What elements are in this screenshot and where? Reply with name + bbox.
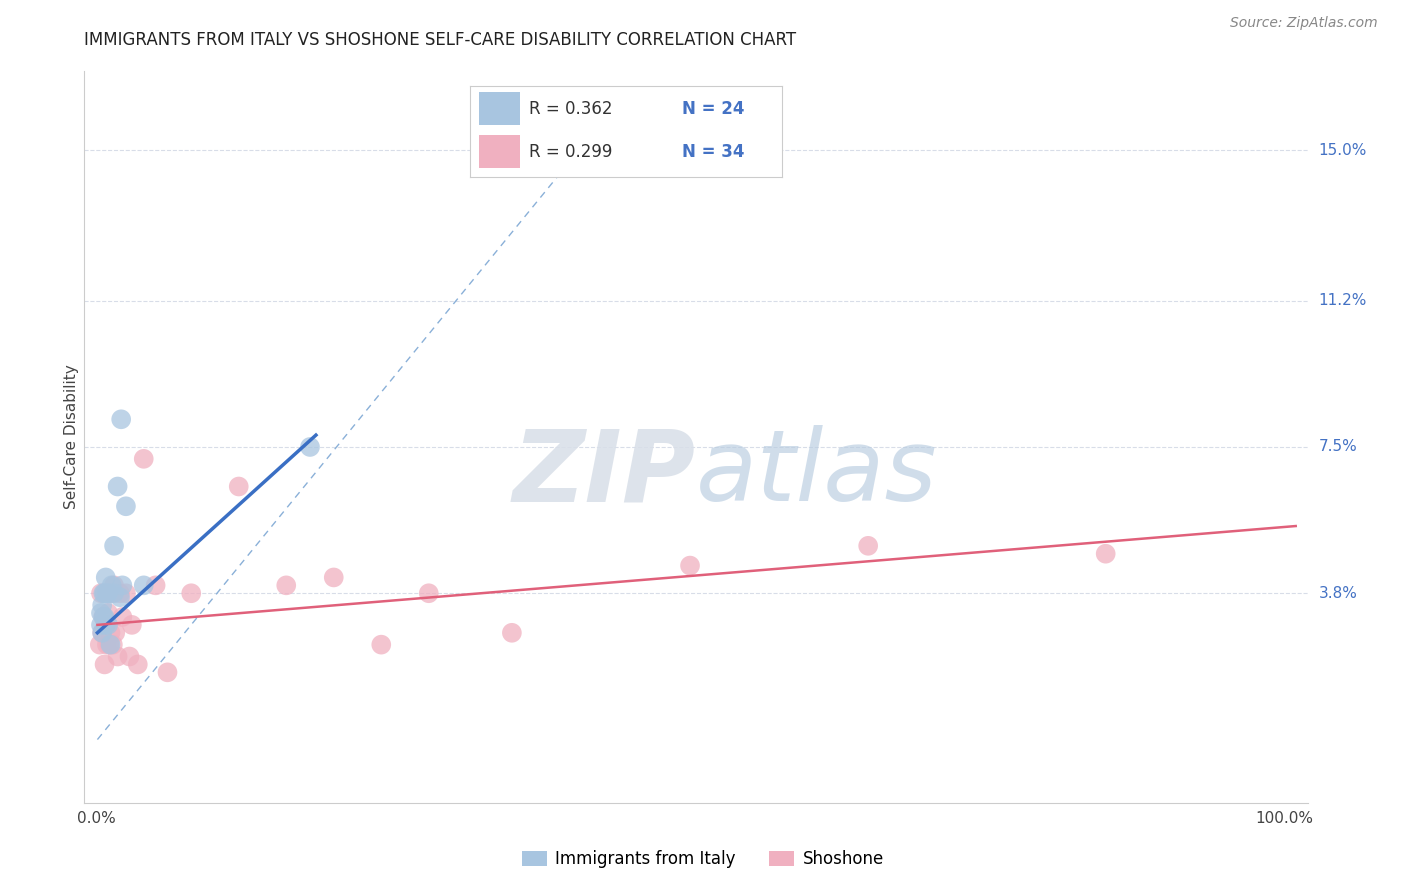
Point <box>322 570 344 584</box>
Legend: Immigrants from Italy, Shoshone: Immigrants from Italy, Shoshone <box>516 844 890 875</box>
Point <box>91 625 114 640</box>
Point <box>94 618 117 632</box>
Point <box>91 625 114 640</box>
Point <box>121 618 143 632</box>
Text: 15.0%: 15.0% <box>1319 143 1367 158</box>
Point <box>115 586 138 600</box>
Point <box>127 657 149 672</box>
Point <box>118 649 141 664</box>
Point <box>156 665 179 680</box>
Point <box>679 558 702 573</box>
Point <box>93 610 115 624</box>
Point <box>298 440 321 454</box>
Point <box>91 598 114 612</box>
Point <box>111 578 134 592</box>
Point <box>108 591 131 605</box>
Point <box>103 578 125 592</box>
Point <box>104 625 127 640</box>
Point <box>100 625 122 640</box>
Point <box>107 479 129 493</box>
Point <box>94 618 117 632</box>
Point <box>228 479 250 493</box>
Point <box>97 586 120 600</box>
Text: ZIP: ZIP <box>513 425 696 522</box>
Text: IMMIGRANTS FROM ITALY VS SHOSHONE SELF-CARE DISABILITY CORRELATION CHART: IMMIGRANTS FROM ITALY VS SHOSHONE SELF-C… <box>84 31 796 49</box>
Point <box>418 586 440 600</box>
Point <box>93 586 115 600</box>
Text: 11.2%: 11.2% <box>1319 293 1367 308</box>
Point <box>101 638 124 652</box>
Point <box>276 578 298 592</box>
Point <box>96 638 118 652</box>
Point <box>90 586 112 600</box>
Point <box>93 586 115 600</box>
Text: 7.5%: 7.5% <box>1319 440 1357 454</box>
Point <box>100 638 122 652</box>
Point <box>93 657 115 672</box>
Point <box>107 649 129 664</box>
Point <box>100 578 122 592</box>
Point <box>370 638 392 652</box>
Point <box>90 618 112 632</box>
Point <box>108 586 131 600</box>
Point <box>103 586 125 600</box>
Point <box>100 586 122 600</box>
Point <box>103 539 125 553</box>
Point <box>180 586 202 600</box>
Y-axis label: Self-Care Disability: Self-Care Disability <box>63 365 79 509</box>
Point <box>93 610 115 624</box>
Point <box>94 570 117 584</box>
Point <box>90 606 112 620</box>
Point <box>115 500 138 514</box>
Point <box>89 638 111 652</box>
Point <box>97 618 120 632</box>
Point <box>1094 547 1116 561</box>
Point <box>111 610 134 624</box>
Point <box>96 586 118 600</box>
Point <box>132 451 155 466</box>
Text: Source: ZipAtlas.com: Source: ZipAtlas.com <box>1230 16 1378 30</box>
Point <box>98 638 121 652</box>
Point <box>93 610 115 624</box>
Point <box>145 578 167 592</box>
Point <box>97 606 120 620</box>
Point <box>856 539 879 553</box>
Point <box>132 578 155 592</box>
Point <box>501 625 523 640</box>
Point <box>110 412 132 426</box>
Text: 3.8%: 3.8% <box>1319 586 1358 600</box>
Text: atlas: atlas <box>696 425 938 522</box>
